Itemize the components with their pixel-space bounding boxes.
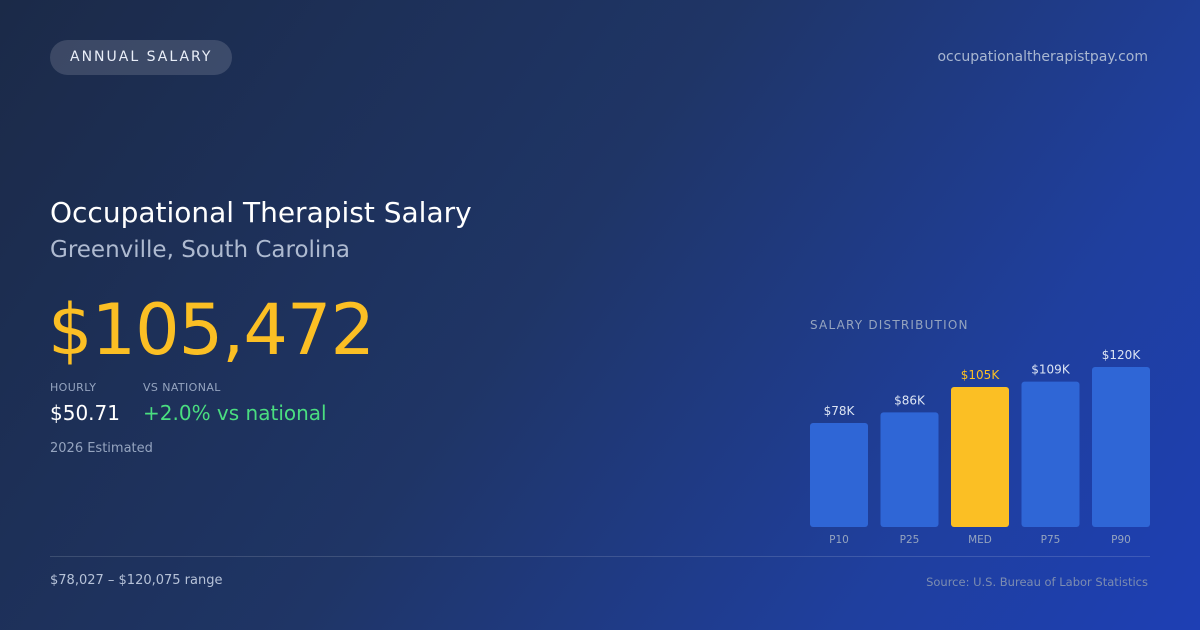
estimate-note: 2026 Estimated — [50, 441, 153, 456]
value-label-p75: $109K — [1031, 363, 1071, 377]
chart-title: SALARY DISTRIBUTION — [810, 318, 969, 332]
category-label-med: MED — [968, 534, 992, 546]
category-label-p25: P25 — [900, 534, 920, 546]
page-title: Occupational Therapist Salary — [50, 196, 472, 229]
bar-p25 — [880, 412, 939, 527]
hourly-value: $50.71 — [50, 401, 120, 425]
vs-national-value: +2.0% vs national — [143, 401, 327, 425]
value-label-p10: $78K — [824, 404, 856, 418]
footer-divider — [50, 556, 1150, 557]
location-subtitle: Greenville, South Carolina — [50, 237, 350, 263]
salary-range: $78,027 – $120,075 range — [50, 573, 223, 588]
category-label-p90: P90 — [1111, 534, 1131, 546]
bar-med — [951, 387, 1009, 527]
annual-salary-badge: ANNUAL SALARY — [50, 40, 233, 75]
salary-distribution-chart: $78K P10 $86K P25 $105K MED $109K P75 $120K P90 — [810, 348, 1150, 546]
site-url[interactable]: occupationaltherapistpay.com — [937, 49, 1148, 65]
hourly-label: HOURLY — [50, 381, 97, 394]
bar-p90 — [1092, 367, 1150, 527]
vs-national-label: VS NATIONAL — [143, 381, 221, 394]
category-label-p10: P10 — [829, 534, 849, 546]
bar-p75 — [1021, 381, 1080, 527]
bar-p10 — [810, 423, 868, 527]
category-label-p75: P75 — [1041, 534, 1061, 546]
value-label-med: $105K — [961, 368, 1001, 382]
data-source: Source: U.S. Bureau of Labor Statistics — [926, 575, 1148, 589]
annual-salary-value: $105,472 — [48, 289, 375, 371]
value-label-p25: $86K — [894, 393, 926, 407]
value-label-p90: $120K — [1102, 348, 1142, 362]
